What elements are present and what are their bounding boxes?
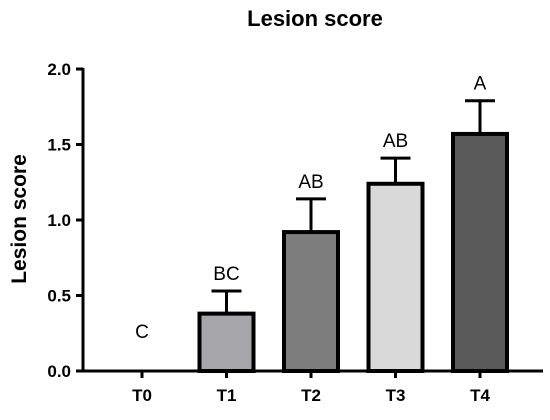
x-tick-label: T4 xyxy=(470,386,490,405)
y-tick-label: 2.0 xyxy=(47,60,71,79)
y-tick-label: 0.5 xyxy=(47,287,71,306)
chart-title: Lesion score xyxy=(247,6,383,31)
x-tick-label: T3 xyxy=(386,386,406,405)
x-axis: T0 T1 T2 T3 T4 xyxy=(81,369,543,405)
significance-label-t0: C xyxy=(135,322,149,343)
y-tick-label: 1.5 xyxy=(47,136,71,155)
y-tick-label: 1.0 xyxy=(47,211,71,230)
x-tick-label: T1 xyxy=(217,386,237,405)
error-bars xyxy=(211,99,495,314)
significance-label-t4: A xyxy=(474,74,487,95)
y-tick-label: 0.0 xyxy=(47,362,71,381)
significance-labels: C BC AB AB A xyxy=(135,74,487,343)
bars xyxy=(197,131,509,373)
significance-label-t1: BC xyxy=(213,264,239,285)
x-tick-label: T2 xyxy=(301,386,321,405)
bar-t1 xyxy=(197,311,256,373)
significance-label-t2: AB xyxy=(298,172,323,193)
bar-t3 xyxy=(366,181,425,373)
y-axis-label: Lesion score xyxy=(8,154,31,284)
y-axis: 0.0 0.5 1.0 1.5 2.0 xyxy=(47,60,85,381)
significance-label-t3: AB xyxy=(383,131,408,152)
bar-t2 xyxy=(282,230,340,373)
bar-t4 xyxy=(451,131,509,373)
x-tick-label: T0 xyxy=(132,386,152,405)
